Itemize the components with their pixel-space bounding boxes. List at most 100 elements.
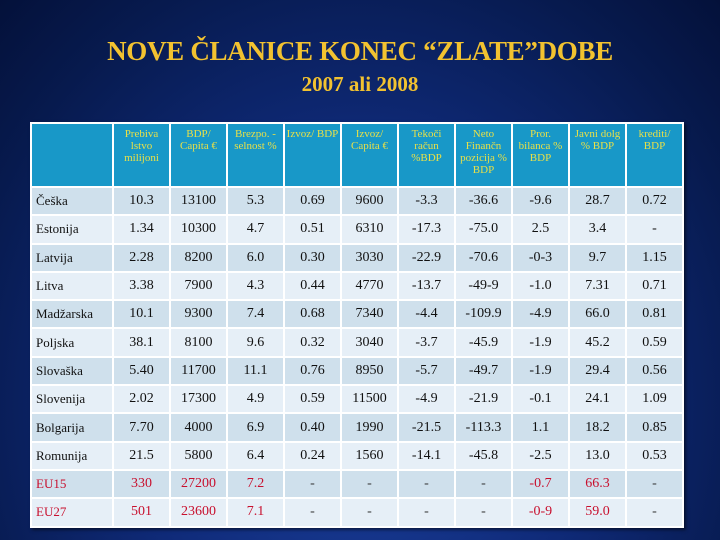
value-cell: -1.9 — [511, 355, 570, 387]
value-cell: 0.40 — [283, 412, 342, 443]
value-cell: - — [625, 468, 684, 500]
value-cell: - — [340, 497, 399, 528]
value-cell: - — [397, 497, 456, 528]
indicators-table: Prebiva lstvo milijoni BDP/ Capita € Brezp… — [30, 122, 684, 528]
value-cell: 2.28 — [112, 242, 171, 273]
value-cell: 38.1 — [112, 327, 171, 358]
value-cell: 1560 — [340, 440, 399, 471]
value-cell: -0-9 — [511, 497, 570, 528]
column-header: Prebiva lstvo milijoni — [112, 122, 171, 188]
value-cell: -17.3 — [397, 214, 456, 245]
value-cell: 10300 — [169, 214, 228, 245]
value-cell: 45.2 — [568, 327, 627, 358]
value-cell: 11500 — [340, 384, 399, 415]
value-cell: 0.59 — [283, 384, 342, 415]
value-cell: 6.0 — [226, 242, 285, 273]
value-cell: 0.85 — [625, 412, 684, 443]
value-cell: -70.6 — [454, 242, 513, 273]
table-row: Litva 3.38 7900 4.3 0.44 4770 -13.7 -49-9 -1.0 7.… — [30, 270, 684, 302]
value-cell: 0.32 — [283, 327, 342, 358]
table-row: Estonija 1.34 10300 4.7 0.51 6310 -17.3 -75.0 2.… — [30, 214, 684, 245]
value-cell: 28.7 — [568, 185, 627, 217]
value-cell: 2.02 — [112, 384, 171, 415]
country-cell: EU15 — [30, 468, 114, 500]
value-cell: 24.1 — [568, 384, 627, 415]
value-cell: -4.9 — [397, 384, 456, 415]
country-cell: Slovenija — [30, 384, 114, 415]
column-header: Tekoči račun %BDP — [397, 122, 456, 188]
value-cell: -5.7 — [397, 355, 456, 387]
value-cell: 0.56 — [625, 355, 684, 387]
value-cell: 0.59 — [625, 327, 684, 358]
value-cell: - — [454, 497, 513, 528]
value-cell: 27200 — [169, 468, 228, 500]
value-cell: - — [454, 468, 513, 500]
column-header: krediti/ BDP — [625, 122, 684, 188]
value-cell: 11700 — [169, 355, 228, 387]
value-cell: -113.3 — [454, 412, 513, 443]
value-cell: -75.0 — [454, 214, 513, 245]
table-row: Madžarska 10.1 9300 7.4 0.68 7340 -4.4 -109.9 -4… — [30, 299, 684, 330]
value-cell: 6310 — [340, 214, 399, 245]
country-cell: Estonija — [30, 214, 114, 245]
table-row: EU15 330 27200 7.2- - - - -0.7 66.3- — [30, 468, 684, 500]
column-header: Brezpo. -selnost % — [226, 122, 285, 188]
column-header: Izvoz/ Capita € — [340, 122, 399, 188]
value-cell: 11.1 — [226, 355, 285, 387]
column-header — [30, 122, 114, 188]
country-cell: Latvija — [30, 242, 114, 273]
value-cell: - — [283, 497, 342, 528]
value-cell: 9.6 — [226, 327, 285, 358]
country-cell: Slovaška — [30, 355, 114, 387]
value-cell: 0.72 — [625, 185, 684, 217]
value-cell: 0.53 — [625, 440, 684, 471]
column-header: Neto Finančn pozicija % BDP — [454, 122, 513, 188]
value-cell: 3040 — [340, 327, 399, 358]
value-cell: 7.31 — [568, 270, 627, 302]
header-row: Prebiva lstvo milijoni BDP/ Capita € Brezp… — [30, 122, 684, 188]
country-cell: Madžarska — [30, 299, 114, 330]
value-cell: -0.7 — [511, 468, 570, 500]
value-cell: 4000 — [169, 412, 228, 443]
value-cell: 330 — [112, 468, 171, 500]
value-cell: 0.24 — [283, 440, 342, 471]
value-cell: - — [625, 497, 684, 528]
value-cell: 8100 — [169, 327, 228, 358]
value-cell: - — [340, 468, 399, 500]
country-cell: Bolgarija — [30, 412, 114, 443]
table-row: Romunija 21.5 5800 6.4 0.24 1560 -14.1 -45.8 -2.… — [30, 440, 684, 471]
value-cell: 4.3 — [226, 270, 285, 302]
value-cell: 29.4 — [568, 355, 627, 387]
value-cell: 4.9 — [226, 384, 285, 415]
value-cell: -45.8 — [454, 440, 513, 471]
value-cell: -21.5 — [397, 412, 456, 443]
slide-subtitle: 2007 ali 2008 — [301, 72, 419, 96]
value-cell: 9.7 — [568, 242, 627, 273]
value-cell: 13.0 — [568, 440, 627, 471]
value-cell: -22.9 — [397, 242, 456, 273]
value-cell: 7.2 — [226, 468, 285, 500]
value-cell: -3.3 — [397, 185, 456, 217]
value-cell: -21.9 — [454, 384, 513, 415]
value-cell: 0.71 — [625, 270, 684, 302]
value-cell: -4.4 — [397, 299, 456, 330]
table-row: Češka 10.3 13100 5.3 0.69 9600 -3.3 -36.6 -9.6 28… — [30, 185, 684, 217]
value-cell: -1.9 — [511, 327, 570, 358]
value-cell: 10.1 — [112, 299, 171, 330]
table-row: Poljska 38.1 8100 9.6 0.32 3040 -3.7 -45.9 -1.9 4… — [30, 327, 684, 358]
value-cell: 0.51 — [283, 214, 342, 245]
country-cell: Litva — [30, 270, 114, 302]
value-cell: 0.76 — [283, 355, 342, 387]
column-header: BDP/ Capita € — [169, 122, 228, 188]
table-row: EU27 501 23600 7.1- - - - -0-9 59.0- — [30, 497, 684, 528]
value-cell: 1990 — [340, 412, 399, 443]
value-cell: -36.6 — [454, 185, 513, 217]
value-cell: 13100 — [169, 185, 228, 217]
value-cell: 7.1 — [226, 497, 285, 528]
value-cell: 7900 — [169, 270, 228, 302]
value-cell: 3.4 — [568, 214, 627, 245]
value-cell: 18.2 — [568, 412, 627, 443]
value-cell: 7.70 — [112, 412, 171, 443]
value-cell: 1.34 — [112, 214, 171, 245]
value-cell: 2.5 — [511, 214, 570, 245]
